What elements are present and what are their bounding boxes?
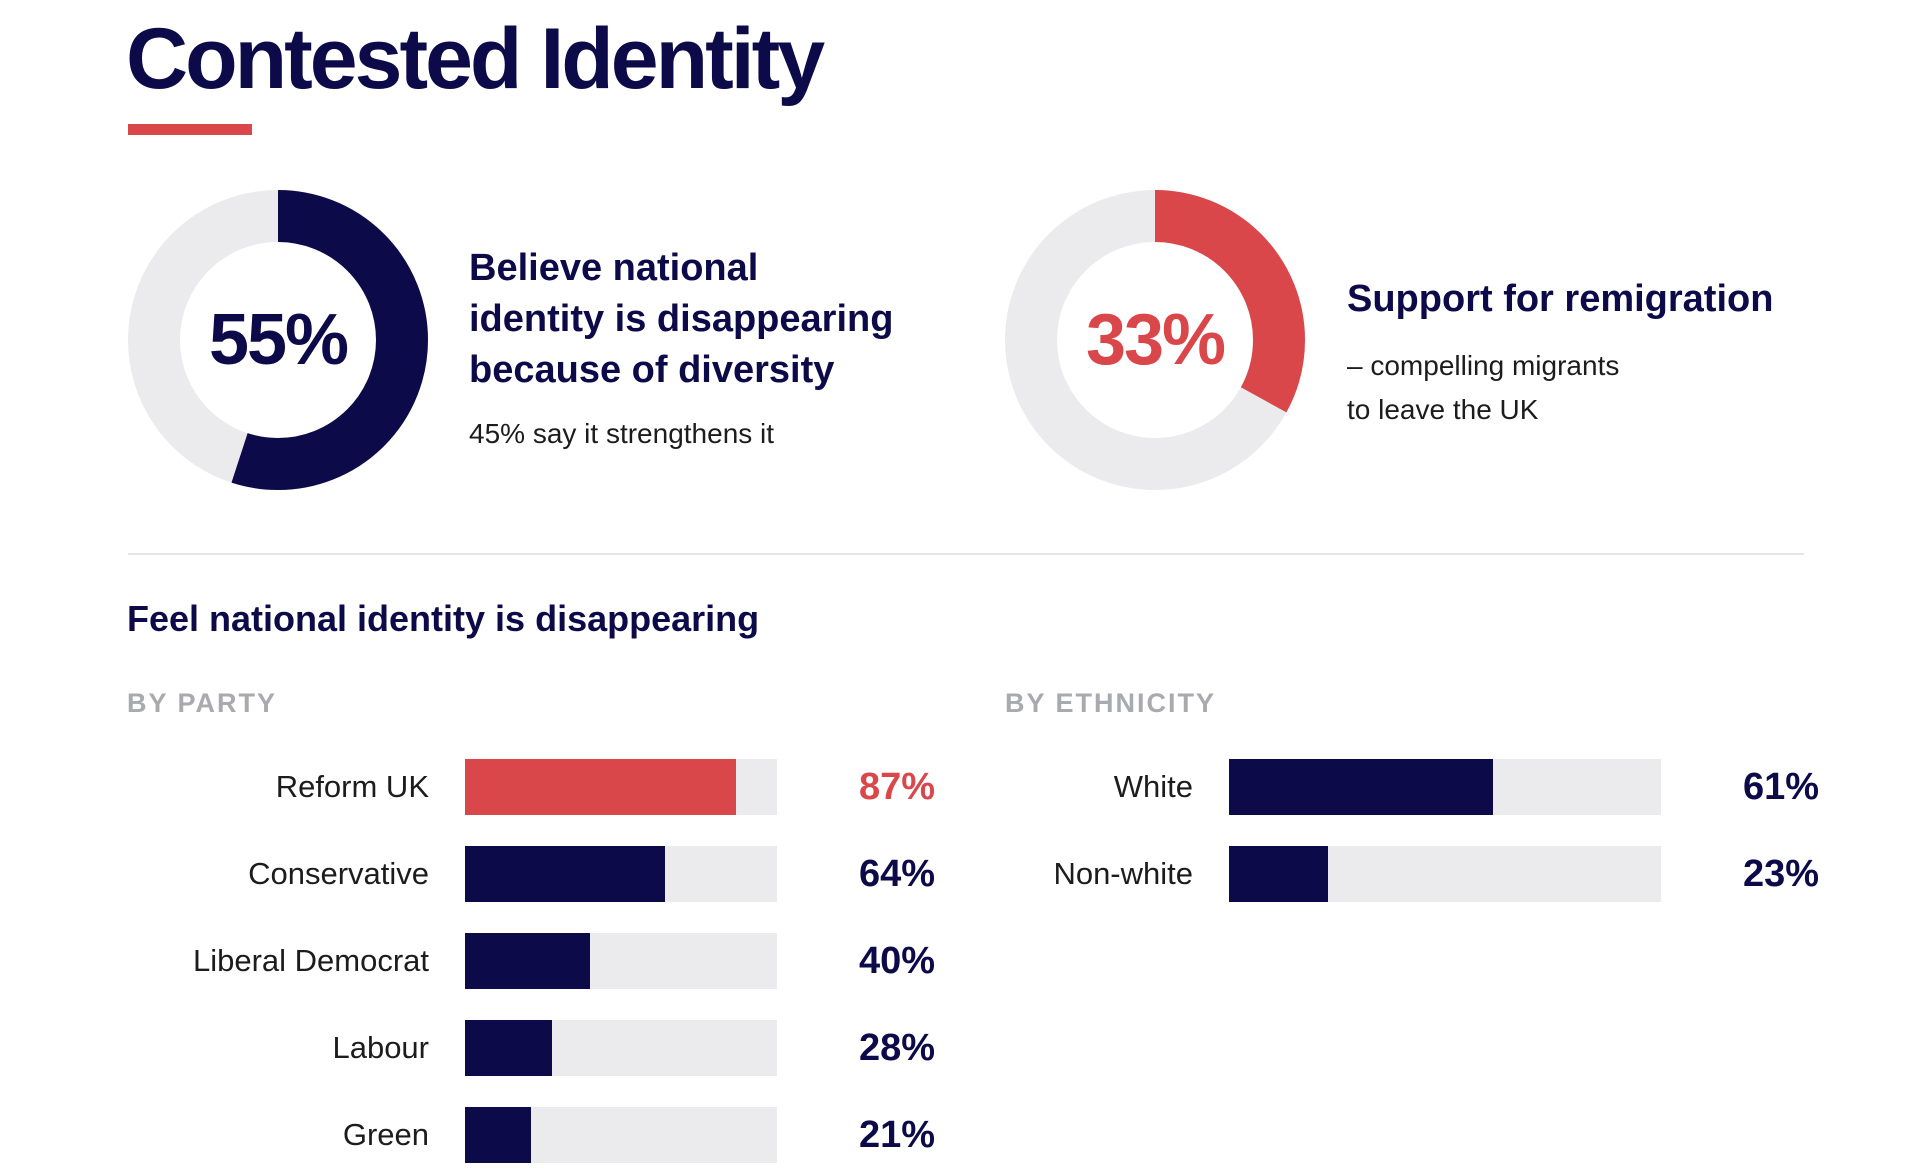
party-bar [465,1020,553,1076]
party-bar-label: Reform UK [275,769,429,804]
remigration-donut-slice [1005,190,1305,490]
identity-donut-slice [128,190,428,490]
identity-heading-line: identity is disappearing [469,298,894,340]
party-bar-row: Reform UK 87% [0,759,1920,815]
ethnicity-bar [1229,759,1493,815]
party-bar-value: 28% [858,1027,935,1069]
identity-heading-line: because of diversity [469,349,835,391]
party-bar [465,933,590,989]
ethnicity-bar-value: 23% [1742,853,1819,895]
party-bar-value: 40% [858,940,935,982]
party-bar-value: 21% [858,1114,935,1156]
section-divider [128,553,1804,555]
identity-stat-subtext: 45% say it strengthens it [469,418,775,449]
party-bar-track [465,933,777,989]
remigration-donut-value: 33% [1085,300,1226,380]
party-bar-value: 87% [858,766,935,808]
section-title: Feel national identity is disappearing [127,598,760,639]
party-bar-track [465,759,777,815]
ethnicity-bar [1229,846,1329,902]
identity-donut-value: 55% [208,300,349,380]
ethnicity-bar-track [1229,846,1661,902]
party-bar-row: Green 21% [0,1107,1920,1163]
remigration-stat-heading: Support for remigration [1347,278,1774,320]
identity-stat-heading: Believe national identity is disappearin… [469,243,893,396]
identity-donut-chart: 55% [128,190,428,490]
remigration-donut-svg [1005,190,1305,490]
party-bar-label: Conservative [248,856,429,891]
ethnicity-bar-track [1229,759,1661,815]
party-bar [465,846,665,902]
party-group-label: BY PARTY [127,688,278,718]
remigration-sub-line: to leave the UK [1347,394,1539,425]
party-bar-label: Liberal Democrat [192,943,429,978]
remigration-sub-line: – compelling migrants [1347,350,1620,381]
ethnicity-bar-row: White 61% [0,759,1920,815]
ethnicity-bar-row: Non-white 23% [0,846,1920,902]
ethnicity-bar-label: Non-white [1053,856,1193,891]
party-bar-row: Conservative 64% [0,846,1920,902]
party-bar-label: Green [342,1117,429,1152]
party-bar-row: Labour 28% [0,1020,1920,1076]
party-bar-row: Liberal Democrat 40% [0,933,1920,989]
party-bar-label: Labour [332,1030,429,1065]
party-bar [465,1107,531,1163]
party-bar-track [465,846,777,902]
remigration-donut-chart: 33% [1005,190,1305,490]
party-bar [465,759,737,815]
party-bar-value: 64% [858,853,935,895]
ethnicity-group-label: BY ETHNICITY [1005,688,1217,718]
party-bar-track [465,1107,777,1163]
identity-heading-line: Believe national [469,247,759,289]
title-underline [128,124,252,135]
ethnicity-bar-value: 61% [1742,766,1819,808]
ethnicity-bar-label: White [1113,769,1193,804]
party-bar-track [465,1020,777,1076]
identity-donut-svg [128,190,428,490]
page-title: Contested Identity [126,11,825,107]
remigration-stat-subtext: – compelling migrants to leave the UK [1347,344,1619,432]
